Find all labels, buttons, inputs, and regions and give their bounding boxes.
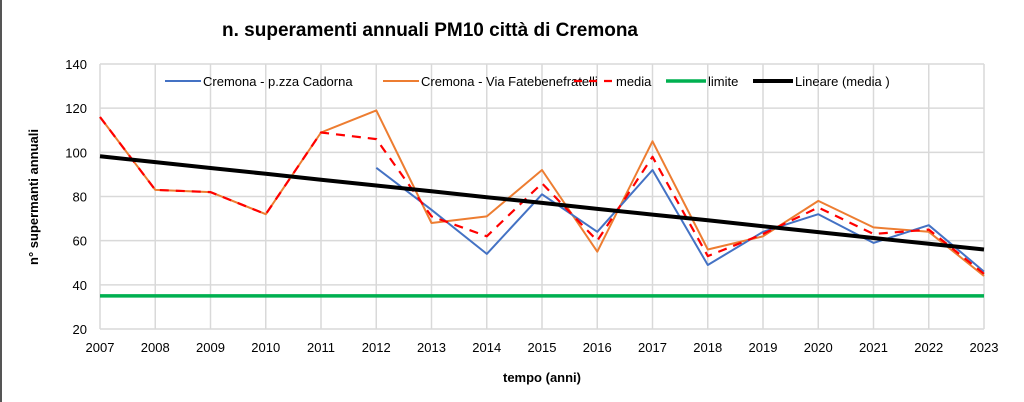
y-tick-label: 60 bbox=[73, 234, 87, 249]
x-tick-label: 2013 bbox=[417, 340, 446, 355]
legend-label: media bbox=[616, 74, 652, 89]
x-tick-label: 2014 bbox=[472, 340, 501, 355]
chart-title-text: n. superamenti annuali PM10 città di Cre… bbox=[222, 20, 638, 41]
x-tick-label: 2019 bbox=[749, 340, 778, 355]
series-line-lineare-media bbox=[99, 154, 985, 252]
y-tick-label: 20 bbox=[73, 322, 87, 337]
x-tick-label: 2011 bbox=[307, 340, 335, 355]
x-tick-label: 2016 bbox=[583, 340, 612, 355]
y-axis-ticks: 20 40 60 80 100 120 140 bbox=[65, 57, 87, 337]
x-axis-label: tempo (anni) bbox=[503, 370, 581, 385]
grid bbox=[99, 63, 985, 330]
series-line-media bbox=[99, 116, 985, 275]
x-tick-label: 2021 bbox=[859, 340, 888, 355]
x-axis-ticks: 2007 2008 2009 2010 2011 2012 2013 2014 2015 2016… bbox=[86, 340, 999, 355]
y-axis-label: n° supermanti annuali bbox=[26, 129, 41, 265]
legend-label: limite bbox=[708, 74, 738, 89]
x-tick-label: 2020 bbox=[804, 340, 833, 355]
x-tick-label: 2023 bbox=[970, 340, 999, 355]
x-tick-label: 2010 bbox=[251, 340, 280, 355]
x-tick-label: 2018 bbox=[693, 340, 722, 355]
x-tick-label: 2009 bbox=[196, 340, 225, 355]
y-tick-label: 100 bbox=[65, 145, 87, 160]
x-tick-label: 2012 bbox=[362, 340, 391, 355]
legend-label: Lineare (media ) bbox=[795, 74, 890, 89]
chart-title: n. superamenti annuali PM10 città di Cre… bbox=[0, 20, 860, 42]
x-tick-label: 2008 bbox=[141, 340, 170, 355]
legend: Cremona - p.zza Cadorna Cremona - Via Fat… bbox=[165, 74, 890, 89]
y-tick-label: 140 bbox=[65, 57, 87, 72]
series-line-cremona-via-fatebenefratelli bbox=[99, 109, 985, 277]
y-tick-label: 120 bbox=[65, 101, 87, 116]
series-lines bbox=[99, 109, 985, 298]
x-tick-label: 2017 bbox=[638, 340, 667, 355]
legend-label: Cremona - p.zza Cadorna bbox=[203, 74, 353, 89]
legend-label: Cremona - Via Fatebenefratelli bbox=[421, 74, 598, 89]
x-tick-label: 2007 bbox=[86, 340, 115, 355]
y-tick-label: 80 bbox=[73, 190, 87, 205]
x-tick-label: 2022 bbox=[914, 340, 943, 355]
x-tick-label: 2015 bbox=[528, 340, 557, 355]
y-tick-label: 40 bbox=[73, 278, 87, 293]
